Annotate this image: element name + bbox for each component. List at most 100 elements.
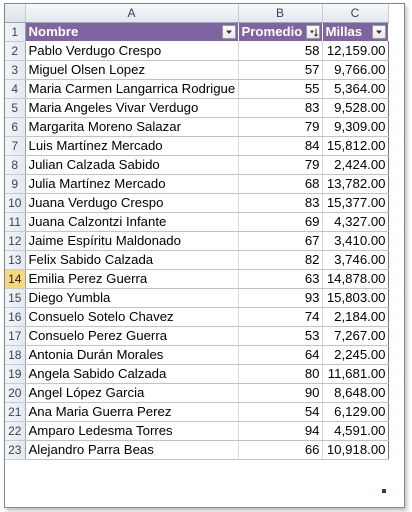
row-number[interactable]: 3 [5, 60, 26, 80]
cell-nombre[interactable]: Antonia Durán Morales [25, 345, 239, 365]
cell-promedio[interactable]: 67 [238, 231, 323, 251]
cell-millas[interactable]: 6,129.00 [322, 402, 389, 422]
cell-promedio[interactable]: 80 [238, 364, 323, 384]
cell-millas[interactable]: 2,424.00 [322, 155, 389, 175]
cell-nombre[interactable]: Ana Maria Guerra Perez [25, 402, 239, 422]
row-number[interactable]: 10 [5, 193, 26, 213]
cell-promedio[interactable]: 94 [238, 421, 323, 441]
cell-promedio[interactable]: 54 [238, 402, 323, 422]
cell-millas[interactable]: 11,681.00 [322, 364, 389, 384]
cell-promedio[interactable]: 90 [238, 383, 323, 403]
column-header-a[interactable]: A [25, 4, 239, 23]
row-number[interactable]: 16 [5, 307, 26, 327]
header-cell-millas[interactable]: Millas [322, 22, 389, 41]
cell-nombre[interactable]: Luis Martínez Mercado [25, 136, 239, 156]
cell-promedio[interactable]: 83 [238, 98, 323, 118]
sort-filter-button[interactable] [305, 24, 320, 39]
cell-millas[interactable]: 4,327.00 [322, 212, 389, 232]
row-number[interactable]: 2 [5, 41, 26, 61]
cell-nombre[interactable]: Maria Carmen Langarrica Rodrigue [25, 79, 239, 99]
cell-nombre[interactable]: Diego Yumbla [25, 288, 239, 308]
cell-nombre[interactable]: Felix Sabido Calzada [25, 250, 239, 270]
column-header-b[interactable]: B [238, 4, 323, 23]
cell-promedio[interactable]: 58 [238, 41, 323, 61]
cell-millas[interactable]: 9,528.00 [322, 98, 389, 118]
cell-nombre[interactable]: Margarita Moreno Salazar [25, 117, 239, 137]
cell-nombre[interactable]: Angel López Garcia [25, 383, 239, 403]
cell-nombre[interactable]: Jaime Espíritu Maldonado [25, 231, 239, 251]
cell-millas[interactable]: 3,746.00 [322, 250, 389, 270]
row-number[interactable]: 4 [5, 79, 26, 99]
row-number[interactable]: 12 [5, 231, 26, 251]
row-number[interactable]: 15 [5, 288, 26, 308]
cell-nombre[interactable]: Alejandro Parra Beas [25, 440, 239, 460]
cell-millas[interactable]: 2,245.00 [322, 345, 389, 365]
cell-nombre[interactable]: Pablo Verdugo Crespo [25, 41, 239, 61]
header-cell-promedio[interactable]: Promedio [238, 22, 323, 41]
cell-nombre[interactable]: Emilia Perez Guerra [25, 269, 239, 289]
cell-nombre[interactable]: Juana Verdugo Crespo [25, 193, 239, 213]
cell-millas[interactable]: 15,812.00 [322, 136, 389, 156]
cell-promedio[interactable]: 79 [238, 117, 323, 137]
row-number[interactable]: 1 [5, 22, 26, 42]
cell-millas[interactable]: 9,309.00 [322, 117, 389, 137]
cell-nombre[interactable]: Angela Sabido Calzada [25, 364, 239, 384]
column-header-c[interactable]: C [322, 4, 389, 23]
cell-promedio[interactable]: 83 [238, 193, 323, 213]
cell-nombre[interactable]: Juana Calzontzi Infante [25, 212, 239, 232]
cell-millas[interactable]: 14,878.00 [322, 269, 389, 289]
select-all-corner[interactable] [5, 4, 26, 23]
cell-nombre[interactable]: Consuelo Sotelo Chavez [25, 307, 239, 327]
cell-promedio[interactable]: 55 [238, 79, 323, 99]
cell-promedio[interactable]: 79 [238, 155, 323, 175]
row-number[interactable]: 20 [5, 383, 26, 403]
filter-dropdown-button[interactable] [371, 24, 386, 39]
cell-millas[interactable]: 3,410.00 [322, 231, 389, 251]
table-resize-handle[interactable] [382, 489, 386, 493]
cell-promedio[interactable]: 82 [238, 250, 323, 270]
row-number[interactable]: 21 [5, 402, 26, 422]
row-number[interactable]: 9 [5, 174, 26, 194]
cell-promedio[interactable]: 64 [238, 345, 323, 365]
row-number[interactable]: 22 [5, 421, 26, 441]
cell-nombre[interactable]: Miguel Olsen Lopez [25, 60, 239, 80]
cell-promedio[interactable]: 84 [238, 136, 323, 156]
cell-millas[interactable]: 10,918.00 [322, 440, 389, 460]
cell-nombre[interactable]: Maria Angeles Vivar Verdugo [25, 98, 239, 118]
row-number[interactable]: 13 [5, 250, 26, 270]
cell-millas[interactable]: 7,267.00 [322, 326, 389, 346]
cell-promedio[interactable]: 66 [238, 440, 323, 460]
cell-promedio[interactable]: 69 [238, 212, 323, 232]
row-number[interactable]: 18 [5, 345, 26, 365]
cell-promedio[interactable]: 57 [238, 60, 323, 80]
row-number[interactable]: 14 [5, 269, 26, 289]
cell-nombre[interactable]: Julia Martínez Mercado [25, 174, 239, 194]
cell-nombre[interactable]: Amparo Ledesma Torres [25, 421, 239, 441]
cell-promedio[interactable]: 68 [238, 174, 323, 194]
cell-promedio[interactable]: 74 [238, 307, 323, 327]
cell-nombre[interactable]: Consuelo Perez Guerra [25, 326, 239, 346]
row-number[interactable]: 19 [5, 364, 26, 384]
cell-promedio[interactable]: 53 [238, 326, 323, 346]
cell-millas[interactable]: 12,159.00 [322, 41, 389, 61]
cell-nombre[interactable]: Julian Calzada Sabido [25, 155, 239, 175]
cell-millas[interactable]: 15,377.00 [322, 193, 389, 213]
filter-dropdown-button[interactable] [221, 24, 236, 39]
cell-promedio[interactable]: 93 [238, 288, 323, 308]
cell-millas[interactable]: 13,782.00 [322, 174, 389, 194]
row-number[interactable]: 11 [5, 212, 26, 232]
header-cell-nombre[interactable]: Nombre [25, 22, 239, 41]
row-number[interactable]: 23 [5, 440, 26, 460]
cell-millas[interactable]: 9,766.00 [322, 60, 389, 80]
cell-promedio[interactable]: 63 [238, 269, 323, 289]
cell-millas[interactable]: 4,591.00 [322, 421, 389, 441]
cell-millas[interactable]: 5,364.00 [322, 79, 389, 99]
cell-millas[interactable]: 2,184.00 [322, 307, 389, 327]
row-number[interactable]: 7 [5, 136, 26, 156]
cell-millas[interactable]: 15,803.00 [322, 288, 389, 308]
row-number[interactable]: 8 [5, 155, 26, 175]
row-number[interactable]: 5 [5, 98, 26, 118]
row-number[interactable]: 6 [5, 117, 26, 137]
cell-millas[interactable]: 8,648.00 [322, 383, 389, 403]
row-number[interactable]: 17 [5, 326, 26, 346]
